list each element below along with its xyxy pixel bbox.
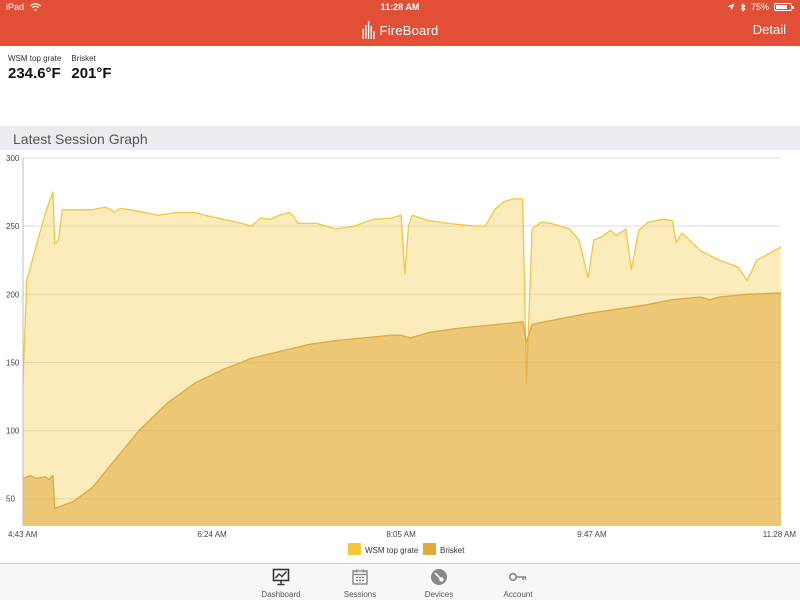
tab-sessions[interactable]: Sessions — [325, 567, 395, 599]
reading-value: 201°F — [71, 65, 112, 82]
status-time: 11:28 AM — [380, 2, 420, 12]
brand-logo: FireBoard — [0, 14, 800, 46]
wifi-icon — [30, 3, 41, 11]
tab-account[interactable]: Account — [483, 567, 553, 599]
series-line-brisket — [22, 292, 782, 509]
thermometer-gauge-icon — [431, 569, 447, 585]
bluetooth-icon — [740, 2, 746, 12]
tab-label: Devices — [424, 590, 454, 599]
reading-brisket: Brisket 201°F — [71, 54, 111, 82]
series-line-wsm-top-grate — [22, 191, 782, 384]
axes: 50 100 150 200 250 300 4:43 AM 6:24 AM 8:05 AM 9:… — [6, 154, 796, 539]
x-tick-label: 8:05 AM — [386, 530, 416, 539]
x-tick-label: 6:24 AM — [197, 530, 227, 539]
battery-icon — [774, 3, 794, 11]
reading-value: 234.6°F — [8, 65, 61, 82]
detail-button[interactable]: Detail — [752, 22, 786, 37]
legend-label: WSM top grate — [365, 546, 419, 555]
key-icon — [508, 572, 527, 582]
calendar-icon — [352, 569, 368, 585]
y-tick-label-150: 150 — [6, 358, 20, 367]
reading-label: Brisket — [71, 54, 96, 63]
session-graph: 50 100 150 200 250 300 4:43 AM 6:24 AM 8:05 AM 9:… — [6, 154, 796, 555]
probe-readings: WSM top grate 234.6°F Brisket 201°F — [8, 54, 112, 82]
monitor-chart-icon — [272, 568, 290, 586]
status-bar: iPad 11:28 AM 75% — [0, 0, 800, 14]
top-bar: iPad 11:28 AM 75% FireBoar — [0, 0, 800, 46]
device-name: iPad — [6, 2, 25, 12]
fireboard-logo-icon — [362, 21, 375, 39]
y-tick-label-100: 100 — [6, 427, 20, 436]
y-tick-label-200: 200 — [6, 290, 20, 299]
y-tick-label-50: 50 — [6, 495, 15, 504]
reading-wsm-top-grate: WSM top grate 234.6°F — [8, 54, 61, 82]
legend-swatch — [348, 543, 361, 555]
legend-swatch — [423, 543, 436, 555]
x-tick-label: 9:47 AM — [577, 530, 607, 539]
battery-percent: 75% — [750, 2, 769, 12]
series-area-brisket — [23, 292, 781, 526]
tab-bar: Dashboard Sessions Devices — [0, 563, 800, 600]
series — [22, 191, 782, 526]
tab-label: Dashboard — [261, 590, 301, 599]
section-header: Latest Session Graph — [0, 126, 800, 150]
location-arrow-icon — [727, 3, 735, 11]
y-tick-label-250: 250 — [6, 222, 20, 231]
tab-devices[interactable]: Devices — [404, 567, 474, 599]
section-title: Latest Session Graph — [13, 131, 148, 147]
brand-name: FireBoard — [379, 22, 439, 38]
reading-label: WSM top grate — [8, 54, 62, 63]
tab-dashboard[interactable]: Dashboard — [246, 567, 316, 599]
tab-label: Account — [503, 590, 533, 599]
x-tick-label: 11:28 AM — [763, 530, 797, 539]
legend: WSM top grate Brisket — [348, 543, 465, 555]
x-tick-label: 4:43 AM — [8, 530, 38, 539]
legend-label: Brisket — [440, 546, 465, 555]
y-tick-label-300: 300 — [6, 154, 20, 163]
tab-label: Sessions — [343, 590, 377, 599]
